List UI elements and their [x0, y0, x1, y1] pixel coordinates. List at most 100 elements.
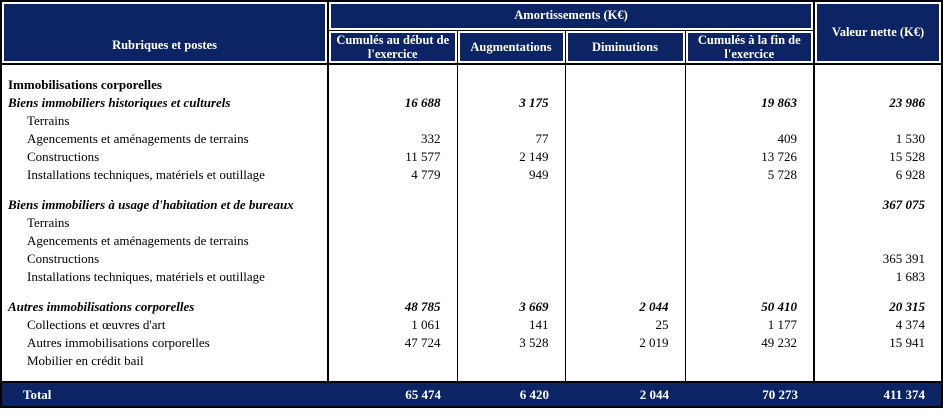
value-cell	[685, 214, 816, 233]
value-cell	[328, 268, 458, 287]
value-cell	[457, 196, 566, 215]
row-label: Terrains	[1, 112, 329, 131]
value-cell: 47 724	[328, 334, 458, 353]
value-cell	[685, 112, 816, 131]
value-cell	[814, 76, 942, 94]
total-diminutions: 2 044	[565, 381, 685, 408]
value-cell: 1 683	[895, 269, 926, 285]
value-cell: 1 061	[328, 316, 458, 335]
spacer-row	[1, 286, 942, 299]
row-label: Constructions	[1, 148, 329, 167]
value-cell	[685, 268, 816, 287]
value-cell: 11 577	[328, 148, 458, 167]
value-cell: 409	[685, 130, 816, 149]
value-cell: 50 410	[685, 298, 816, 317]
value-cell	[328, 214, 458, 233]
value-cell: 25	[565, 316, 686, 335]
value-cell	[814, 184, 942, 196]
value-cell: 23 986	[889, 95, 926, 111]
value-cell	[565, 232, 686, 251]
column-header-diminutions: Diminutions	[564, 29, 686, 65]
value-cell	[457, 250, 566, 269]
total-row: Total 65 474 6 420 2 044 70 273 411 374	[1, 381, 943, 408]
table-row: Agencements et aménagements de terrains	[1, 232, 942, 251]
total-label: Total	[1, 381, 328, 408]
value-cell	[457, 286, 566, 299]
value-cell	[814, 286, 942, 298]
value-cell	[565, 76, 686, 95]
value-cell	[814, 352, 942, 370]
value-cell: 4 374	[895, 317, 926, 333]
value-cell: 367 075	[882, 197, 926, 213]
value-cell	[685, 64, 816, 77]
value-cell	[814, 64, 942, 76]
total-augmentations: 6 420	[457, 381, 565, 408]
value-cell: 15 941	[889, 335, 926, 351]
value-cell: 2 149	[457, 148, 566, 167]
row-label	[1, 184, 329, 197]
table-row: Biens immobiliers à usage d'habitation e…	[1, 196, 942, 215]
value-cell	[565, 214, 686, 233]
spacer-row	[1, 184, 942, 197]
value-cell: 13 726	[685, 148, 816, 167]
table-row: Autres immobilisations corporelles 48 785…	[1, 298, 942, 317]
value-cell	[328, 184, 458, 197]
table-row: Autres immobilisations corporelles 47 724…	[1, 334, 942, 353]
value-cell	[565, 268, 686, 287]
table-row: Terrains	[1, 214, 942, 233]
value-cell	[328, 196, 458, 215]
value-cell: 49 232	[685, 334, 816, 353]
table-row: Installations techniques, matériels et o…	[1, 166, 942, 185]
value-cell	[685, 184, 816, 197]
value-cell: 1 530	[895, 131, 926, 147]
value-cell: 3 175	[457, 94, 566, 113]
value-cell	[457, 268, 566, 287]
value-cell	[814, 370, 942, 382]
row-label: Immobilisations corporelles	[1, 76, 329, 95]
value-cell: 19 863	[685, 94, 816, 113]
row-label: Autres immobilisations corporelles	[1, 334, 329, 353]
row-label: Biens immobiliers historiques et culture…	[1, 94, 329, 113]
value-cell	[565, 370, 686, 383]
value-cell: 16 688	[328, 94, 458, 113]
value-cell: 15 528	[889, 149, 926, 165]
row-label: Mobilier en crédit bail	[1, 352, 329, 371]
value-cell: 77	[457, 130, 566, 149]
row-label: Installations techniques, matériels et o…	[1, 166, 329, 185]
row-label: Collections et œuvres d'art	[1, 316, 329, 335]
value-cell	[565, 130, 686, 149]
value-cell	[565, 166, 686, 185]
table-footer: Total 65 474 6 420 2 044 70 273 411 374	[1, 381, 943, 408]
value-cell: 4 779	[328, 166, 458, 185]
value-cell	[328, 286, 458, 299]
column-group-header-amortissements: Amortissements (K€)	[327, 0, 815, 31]
value-cell	[328, 64, 458, 77]
value-cell	[565, 64, 686, 77]
table-row: Biens immobiliers historiques et culture…	[1, 94, 942, 113]
value-cell: 2 044	[565, 298, 686, 317]
value-cell	[565, 112, 686, 131]
value-cell	[328, 352, 458, 371]
column-header-cumules-fin: Cumulés à la fin de l'exercice	[684, 29, 815, 65]
value-cell	[685, 250, 816, 269]
row-label	[1, 64, 329, 77]
value-cell: 332	[328, 130, 458, 149]
value-cell	[457, 352, 566, 371]
value-cell	[685, 286, 816, 299]
table-row: Agencements et aménagements de terrains 3…	[1, 130, 942, 149]
value-cell: 141	[457, 316, 566, 335]
value-cell: 1 177	[685, 316, 816, 335]
value-cell: 2 019	[565, 334, 686, 353]
spacer-row	[1, 64, 942, 77]
value-cell	[565, 184, 686, 197]
value-cell	[565, 196, 686, 215]
row-label: Autres immobilisations corporelles	[1, 298, 329, 317]
value-cell	[685, 352, 816, 371]
total-cumules-fin: 70 273	[685, 381, 815, 408]
value-cell	[565, 250, 686, 269]
table-body: Immobilisations corporelles Biens immobil…	[1, 64, 942, 383]
value-cell	[457, 112, 566, 131]
table-row: Mobilier en crédit bail	[1, 352, 942, 371]
value-cell	[685, 232, 816, 251]
